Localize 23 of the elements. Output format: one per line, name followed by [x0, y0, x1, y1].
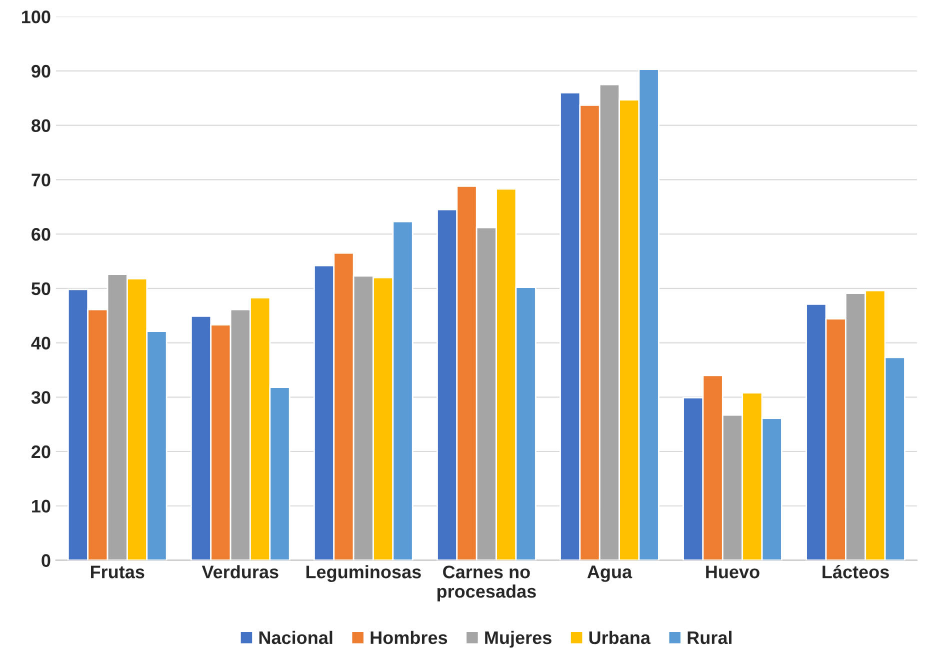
- y-tick-label: 90: [32, 64, 50, 78]
- y-tick-label: 70: [32, 174, 50, 186]
- x-tick-label: Frutas: [90, 566, 144, 578]
- y-tick-label: 100: [22, 10, 50, 24]
- legend-label: Nacional: [259, 630, 332, 644]
- y-tick-label: 10: [32, 500, 50, 513]
- y-tick-label: 60: [32, 228, 50, 241]
- legend-label: Urbana: [589, 630, 651, 644]
- y-tick-label: 20: [32, 445, 50, 458]
- x-tick-label: Agua: [587, 566, 632, 582]
- y-tick-label: 40: [31, 336, 50, 350]
- x-tick-label: Lácteos: [822, 564, 889, 578]
- y-tick-label: 50: [31, 282, 50, 296]
- y-tick-label: 80: [31, 119, 50, 132]
- x-tick-label: Huevo: [706, 566, 760, 578]
- x-tick-label: Leguminosas: [306, 565, 421, 582]
- y-tick-label: 0: [42, 554, 50, 567]
- legend-label: Rural: [688, 630, 732, 644]
- legend-label: Hombres: [370, 630, 448, 644]
- x-tick-label: Carnes no procesadas: [437, 566, 536, 602]
- y-tick-label: 30: [31, 391, 50, 404]
- legend-label: Mujeres: [485, 630, 552, 648]
- x-tick-label: Verduras: [202, 565, 278, 578]
